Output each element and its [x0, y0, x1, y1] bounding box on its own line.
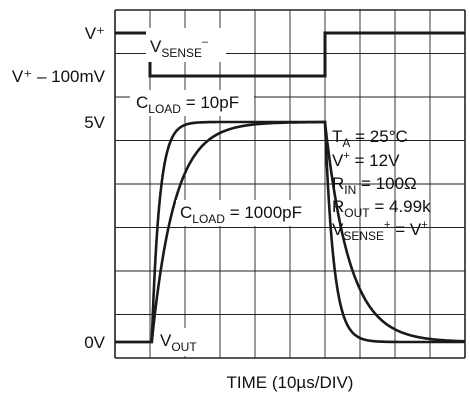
plot-labels: V⁺ V⁺ – 100mV 5V 0V TIME (10µs/DIV) VSENSE– CL…: [12, 24, 431, 392]
condition-1: V+ = 12V: [332, 150, 400, 170]
label-cload-10pf: CLOAD = 10pF: [136, 93, 239, 116]
label-cload-10pf-bg: [130, 90, 254, 116]
plot-grid: [114, 9, 466, 359]
condition-2: RIN = 100Ω: [332, 174, 417, 197]
plot-traces: [115, 31, 465, 344]
label-vsense-minus-bg: [146, 28, 226, 62]
condition-4: VSENSE+ = V+: [332, 219, 428, 243]
y-level-label-0v: 0V: [84, 333, 105, 352]
trace-vout-cload-10pf: [115, 120, 465, 344]
label-vout-bg: [156, 328, 202, 356]
trace-vsense-minus: [115, 31, 465, 78]
label-cload-1000pf-bg: [176, 200, 322, 226]
label-cload-1000pf: CLOAD = 1000pF: [180, 203, 302, 226]
label-vsense-minus: VSENSE–: [150, 36, 209, 60]
condition-3: ROUT = 4.99k: [332, 197, 431, 220]
label-vout: VOUT: [160, 331, 197, 354]
y-level-label-5v: 5V: [84, 113, 105, 132]
x-axis-label: TIME (10µs/DIV): [227, 373, 354, 392]
y-level-label-vplus: V⁺: [85, 24, 105, 43]
y-level-label-vplus-minus-100mv: V⁺ – 100mV: [12, 67, 106, 86]
condition-0: TA = 25°C: [332, 127, 408, 150]
